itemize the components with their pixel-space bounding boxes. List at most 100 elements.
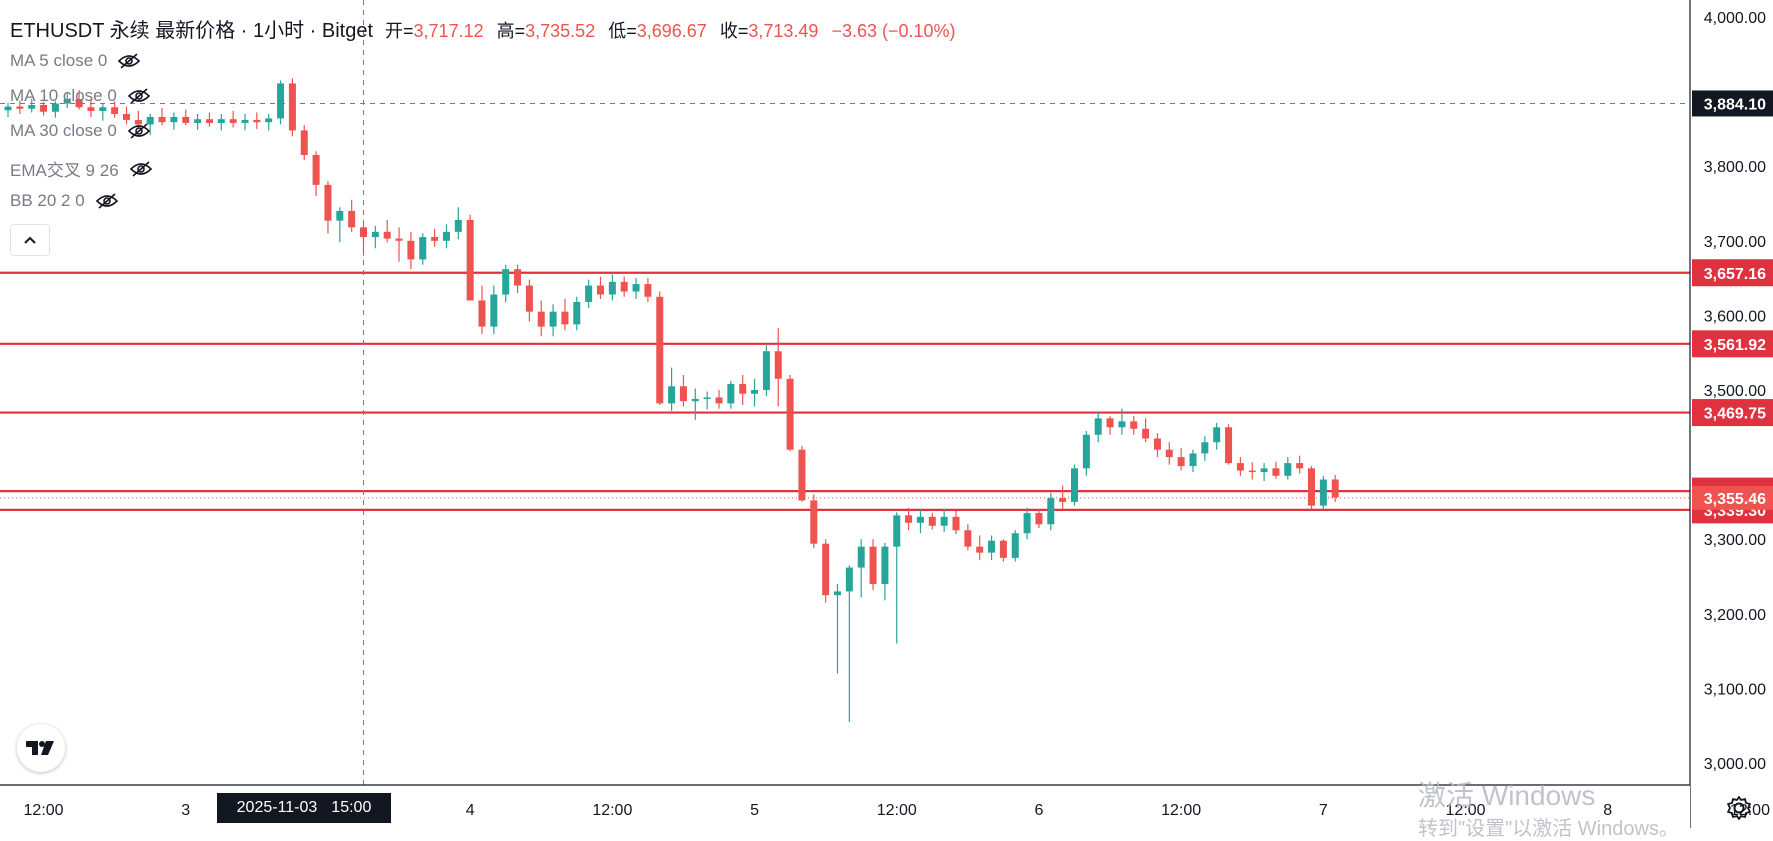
- collapse-indicators-button[interactable]: [10, 224, 50, 256]
- symbol-title[interactable]: ETHUSDT 永续 最新价格 · 1小时 · Bitget: [10, 20, 374, 42]
- candle: [111, 101, 119, 118]
- candle: [881, 542, 889, 601]
- candle-body: [916, 516, 924, 523]
- candle: [431, 228, 439, 247]
- candle-body: [549, 311, 557, 327]
- candle-body: [241, 119, 249, 123]
- candle: [241, 113, 249, 131]
- candle-body: [940, 516, 948, 526]
- candle-body: [383, 231, 391, 239]
- candle-body: [170, 116, 178, 123]
- candle-body: [99, 107, 107, 111]
- candle: [656, 291, 664, 405]
- gear-icon[interactable]: [1726, 795, 1752, 821]
- candle: [194, 113, 202, 130]
- eye-off-icon[interactable]: [127, 88, 151, 104]
- candle-body: [229, 119, 237, 123]
- price-tick-label: 3,300.00: [1704, 532, 1766, 549]
- indicator-ma30[interactable]: MA 30 close 0: [10, 121, 151, 141]
- candle-body: [857, 546, 865, 568]
- candle-body: [134, 119, 142, 125]
- candle: [679, 375, 687, 407]
- candle: [1236, 457, 1244, 476]
- candle: [798, 445, 806, 502]
- eye-off-icon[interactable]: [117, 53, 141, 69]
- candle: [51, 101, 59, 118]
- candle-body: [537, 311, 545, 327]
- candle-body: [798, 449, 806, 501]
- candle: [514, 264, 522, 294]
- tv-logo-mark: [26, 741, 54, 755]
- indicator-bb[interactable]: BB 20 2 0: [10, 191, 119, 211]
- candle: [300, 125, 308, 161]
- time-tick-label: 3: [181, 802, 190, 819]
- indicator-ema-cross[interactable]: EMA交叉 9 26: [10, 156, 153, 181]
- candle: [1272, 461, 1280, 479]
- candle-body: [419, 237, 427, 260]
- candle: [454, 207, 462, 240]
- candle-body: [1225, 427, 1233, 464]
- candle-body: [1035, 513, 1043, 525]
- candle-body: [407, 240, 415, 260]
- candle-body: [1106, 418, 1114, 428]
- candle: [644, 278, 652, 302]
- candle: [87, 99, 95, 117]
- price-axis[interactable]: 4,000.00 3,800.00 3,700.00 3,600.00 3,500.00…: [1689, 0, 1773, 828]
- time-tick-label: 12:00: [592, 802, 632, 819]
- candle: [395, 227, 403, 262]
- candle-body: [111, 107, 119, 114]
- crosshair-price-label: 3,884.10: [1704, 96, 1766, 113]
- open-value: 3,717.12: [413, 21, 484, 41]
- chart-legend-header: ETHUSDT 永续 最新价格 · 1小时 · Bitget 开=3,717.1…: [10, 14, 964, 43]
- plot-area[interactable]: [0, 0, 1690, 785]
- indicator-ma10[interactable]: MA 10 close 0: [10, 86, 151, 106]
- candle-body: [893, 515, 901, 547]
- eye-off-icon[interactable]: [95, 193, 119, 209]
- change-value: −3.63 (−0.10%): [831, 21, 956, 41]
- candle: [1248, 462, 1256, 480]
- candle: [490, 285, 498, 335]
- candle-body: [1236, 463, 1244, 471]
- candle: [265, 113, 273, 131]
- candle-body: [288, 83, 296, 131]
- candle-body: [810, 500, 818, 544]
- candle-body: [348, 210, 356, 228]
- candle-body: [265, 118, 273, 123]
- candle-body: [762, 351, 770, 390]
- level-price-tag: [1692, 259, 1773, 287]
- level-price-label: 3,469.75: [1704, 406, 1766, 423]
- candle-body: [1023, 513, 1031, 534]
- candle-body: [976, 546, 984, 553]
- candle: [999, 539, 1007, 562]
- candle: [597, 276, 604, 299]
- plot-background[interactable]: [0, 0, 1690, 785]
- eye-off-icon[interactable]: [127, 123, 151, 139]
- time-tick-label: 12:00: [1446, 802, 1486, 819]
- candle-body: [1272, 468, 1280, 476]
- candle-body: [1319, 479, 1327, 506]
- candle: [561, 298, 569, 331]
- candle: [928, 513, 936, 530]
- candle: [442, 224, 450, 249]
- candle: [976, 535, 984, 561]
- eye-off-icon[interactable]: [129, 160, 153, 177]
- candle: [502, 264, 510, 302]
- candle-body: [881, 546, 889, 584]
- indicator-ma5[interactable]: MA 5 close 0: [10, 51, 141, 71]
- tradingview-logo-icon[interactable]: [17, 724, 65, 772]
- low-value: 3,696.67: [636, 21, 707, 41]
- crosshair-time-label: 2025-11-03 15:00: [217, 793, 391, 823]
- candle-body: [371, 231, 379, 238]
- candle-body: [146, 116, 154, 125]
- candle: [75, 90, 83, 110]
- candle: [703, 391, 711, 410]
- candle: [786, 375, 794, 452]
- candle: [63, 93, 71, 109]
- candle-body: [1177, 457, 1185, 467]
- candle-body: [1011, 533, 1019, 558]
- candle: [312, 151, 320, 197]
- candle: [1059, 485, 1067, 510]
- candle: [739, 375, 747, 405]
- candle-body: [928, 516, 936, 526]
